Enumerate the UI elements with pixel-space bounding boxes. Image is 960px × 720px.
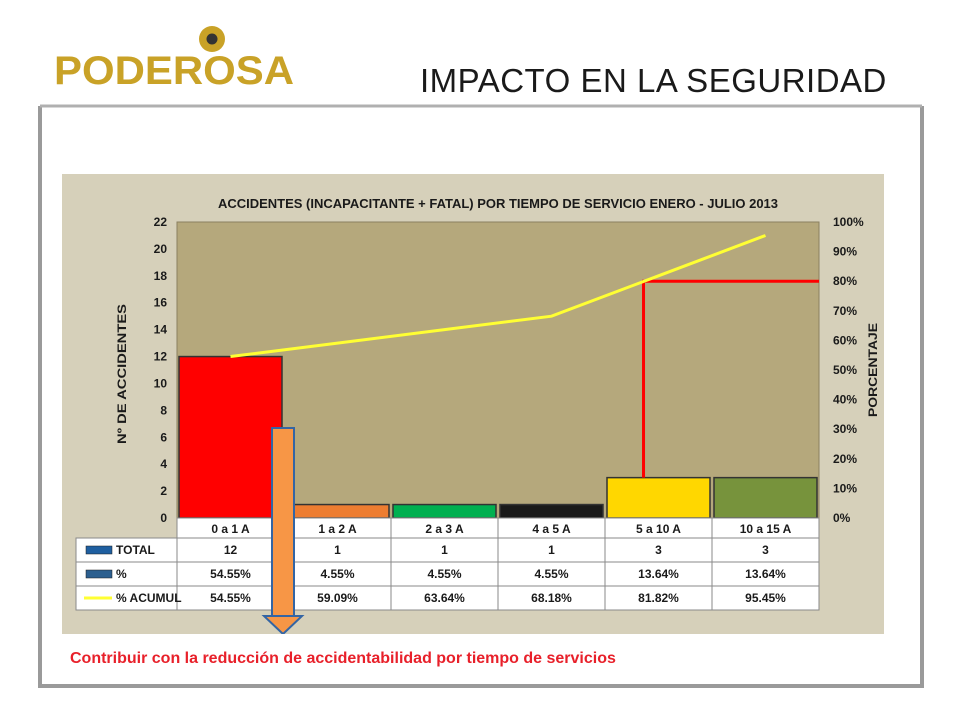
bar [392,503,497,519]
table-cell: 3 [762,543,769,557]
y-tick-label: 2 [160,484,167,498]
y-tick-label: 10 [154,376,168,390]
legend-key [85,545,113,555]
category-label: 0 a 1 A [211,522,250,536]
y2-tick-label: 10% [833,481,857,495]
bar [713,476,818,519]
category-label: 1 a 2 A [318,522,357,536]
y-axis-right: 0% 10% 20% 30% 40% 50% 60% 70% 80% 90% 100% [833,215,864,525]
slide-title: IMPACTO EN LA SEGURIDAD [420,62,887,99]
y-tick-label: 22 [154,215,168,229]
y2-tick-label: 20% [833,452,857,466]
bar [178,355,283,519]
bar [606,476,711,519]
table-cell: 13.64% [638,567,679,581]
poderosa-logo: PODEROSA [54,26,294,92]
y-tick-label: 6 [160,430,167,444]
chart-title: ACCIDENTES (INCAPACITANTE + FATAL) POR T… [218,196,778,211]
table-cell: 59.09% [317,591,358,605]
table-cell: 68.18% [531,591,572,605]
chart-container: ACCIDENTES (INCAPACITANTE + FATAL) POR T… [62,174,884,634]
table-row-label: % ACUMUL [116,591,182,605]
logo-text: PODEROSA [54,49,294,92]
table-cell: 95.45% [745,591,786,605]
table-row-label: TOTAL [116,543,155,557]
y2-tick-label: 30% [833,422,857,436]
table-cell: 1 [334,543,341,557]
table-cell: 63.64% [424,591,465,605]
logo-ring-center [206,33,218,45]
table-cell: 13.64% [745,567,786,581]
table-cell: 4.55% [320,567,354,581]
table-cell: 3 [655,543,662,557]
cumulative-percent-line [230,234,767,359]
y-tick-label: 20 [154,242,168,256]
table-row-label: % [116,567,127,581]
y-tick-label: 0 [160,511,167,525]
y2-tick-label: 50% [833,363,857,377]
table-cell: 1 [441,543,448,557]
y2-tick-label: 70% [833,304,857,318]
y-tick-label: 4 [160,457,167,471]
y-tick-label: 18 [154,269,168,283]
bar [285,503,390,519]
chart-caption: Contribuir con la reducción de accidenta… [70,650,616,667]
table-cell: 12 [224,543,238,557]
category-label: 2 a 3 A [425,522,464,536]
bar [499,503,604,519]
table-cell: 54.55% [210,567,251,581]
y-axis-left: 0 2 4 6 8 10 12 14 16 18 20 22 [154,215,168,525]
pareto-chart: ACCIDENTES (INCAPACITANTE + FATAL) POR T… [62,174,884,634]
y2-tick-label: 80% [833,274,857,288]
table-cell: 4.55% [534,567,568,581]
y-tick-label: 12 [154,350,168,364]
legend-key [85,569,113,579]
y-tick-label: 14 [154,323,168,337]
down-arrow-icon [261,427,305,634]
y-axis-label: Nº DE ACCIDENTES [115,304,129,444]
table-cell: 4.55% [427,567,461,581]
y2-tick-label: 100% [833,215,864,229]
category-label: 10 a 15 A [740,522,792,536]
y2-tick-label: 0% [833,511,851,525]
content-frame [38,104,924,688]
table-cell: 1 [548,543,555,557]
category-label: 5 a 10 A [636,522,681,536]
category-label: 4 a 5 A [532,522,571,536]
data-table: 0 a 1 A 1 a 2 A 2 a 3 A 4 a 5 A 5 a 10 A 10 a… [75,517,820,611]
y2-axis-label: PORCENTAJE [866,323,880,417]
table-cell: 54.55% [210,591,251,605]
y2-tick-label: 90% [833,245,857,259]
y2-tick-label: 60% [833,333,857,347]
y-tick-label: 8 [160,403,167,417]
y2-tick-label: 40% [833,393,857,407]
y-tick-label: 16 [154,296,168,310]
table-cell: 81.82% [638,591,679,605]
